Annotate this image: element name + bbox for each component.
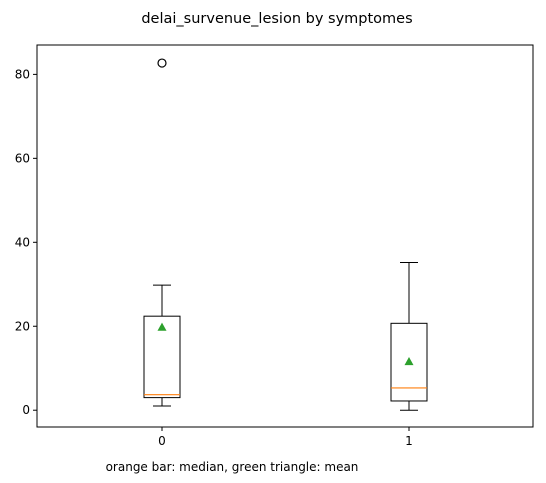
legend-note: orange bar: median, green triangle: mean (106, 460, 359, 474)
y-tick-label: 20 (15, 319, 30, 333)
iqr-box (143, 315, 181, 399)
outlier-point (157, 58, 167, 68)
plot-area-frame (36, 44, 534, 428)
x-tick-label: 0 (158, 434, 166, 448)
y-tick-label: 80 (15, 67, 30, 81)
box-group (390, 261, 428, 411)
boxes-layer (143, 58, 428, 411)
mean-marker (404, 357, 414, 366)
y-tick-label: 60 (15, 151, 30, 165)
box-group (143, 58, 181, 407)
y-tick-label: 0 (22, 403, 30, 417)
iqr-box (390, 322, 428, 402)
y-tick-label: 40 (15, 235, 30, 249)
x-tick-label: 1 (405, 434, 413, 448)
mean-marker (157, 322, 167, 331)
chart-title: delai_survenue_lesion by symptomes (141, 11, 412, 27)
y-axis: 0 20 40 60 80 (15, 67, 37, 417)
